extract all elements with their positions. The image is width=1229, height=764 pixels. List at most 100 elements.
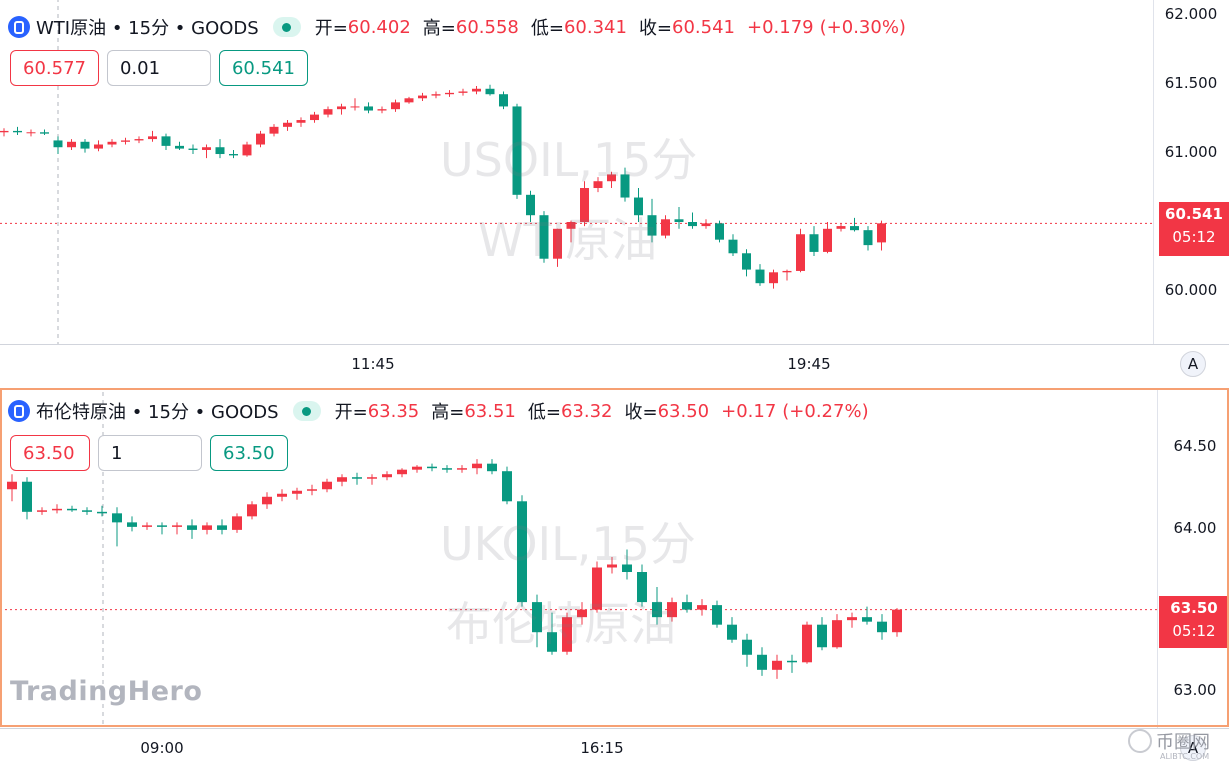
candle-body (877, 223, 886, 243)
candle-body (67, 508, 77, 511)
candle-body (148, 136, 157, 140)
low-value: 63.32 (560, 400, 613, 422)
candle-body (637, 572, 647, 603)
candle-body (427, 466, 437, 469)
candle-body (580, 188, 589, 223)
candle-body (37, 510, 47, 512)
candle-body (652, 602, 662, 618)
candle-body (277, 493, 287, 497)
order-panel: 60.577 0.01 60.541 (10, 50, 308, 86)
open-value: 60.402 (347, 16, 411, 38)
wti-candlestick-chart[interactable] (0, 0, 1229, 380)
buy-button[interactable]: 60.541 (218, 50, 308, 86)
watermark-name: WTI原油 (478, 213, 658, 267)
candle-body (242, 144, 252, 156)
candle-body (94, 144, 103, 149)
candle-body (40, 132, 49, 134)
candle-body (862, 617, 872, 622)
candle-body (836, 226, 846, 229)
watermark-name: 布伦特原油 (446, 597, 676, 651)
candle-body (634, 197, 643, 216)
candle-body (772, 660, 782, 670)
candle-body (323, 109, 333, 115)
x-tick-label: 16:15 (580, 739, 624, 757)
last-price-value: 63.50 (1170, 599, 1218, 617)
auto-scale-button[interactable]: A (1180, 735, 1206, 761)
quantity-input[interactable]: 1 (98, 435, 202, 471)
candle-body (712, 605, 722, 625)
candle-body (52, 508, 62, 511)
candle-body (97, 511, 107, 514)
bar-countdown: 05:12 (1172, 228, 1216, 246)
candle-body (26, 132, 36, 134)
candle-body (382, 474, 392, 478)
candle-body (262, 496, 272, 505)
candle-body (472, 463, 482, 469)
brand-watermark: TradingHero (10, 676, 203, 707)
sell-button[interactable]: 63.50 (10, 435, 90, 471)
symbol-lock-icon[interactable] (8, 16, 30, 38)
candle-body (418, 95, 427, 99)
high-value: 63.51 (464, 400, 516, 422)
site-domain: ALIBTC.COM (1160, 752, 1210, 761)
candle-body (847, 617, 857, 621)
open-value: 63.35 (367, 400, 420, 422)
candle-body (532, 602, 542, 633)
candle-body (809, 234, 819, 252)
candle-body (647, 215, 657, 236)
candle-body (620, 174, 630, 198)
symbol-lock-icon[interactable] (8, 400, 30, 422)
change-percent: (+0.27%) (782, 400, 869, 422)
candle-body (269, 126, 279, 134)
high-label: 高= (422, 18, 456, 39)
sell-button[interactable]: 60.577 (10, 50, 99, 86)
candle-body (688, 222, 697, 227)
y-tick-label: 63.00 (1173, 681, 1217, 699)
candle-body (391, 102, 400, 110)
candle-body (577, 609, 587, 618)
y-tick-label: 64.50 (1173, 437, 1217, 455)
symbol-title[interactable]: 布伦特原油 • 15分 • GOODS (36, 402, 279, 423)
open-label: 开= (334, 402, 368, 423)
time-axis-divider (0, 344, 1229, 345)
bar-countdown: 05:12 (1172, 622, 1216, 640)
candle-body (499, 94, 508, 107)
y-tick-label: 60.000 (1164, 281, 1218, 299)
candle-body (397, 469, 407, 475)
order-panel: 63.50 1 63.50 (10, 435, 288, 471)
quantity-input[interactable]: 0.01 (106, 50, 211, 86)
site-logo-icon (1128, 729, 1152, 753)
symbol-title[interactable]: WTI原油 • 15分 • GOODS (36, 18, 259, 39)
candle-body (107, 141, 117, 145)
buy-button[interactable]: 63.50 (210, 435, 288, 471)
candle-body (850, 226, 859, 231)
candle-body (892, 609, 902, 633)
wti-chart-pane[interactable]: USOIL,15分 WTI原油 WTI原油 • 15分 • GOODS 开= 60… (0, 0, 1229, 380)
brent-candlestick-chart[interactable] (0, 388, 1229, 728)
close-label: 收= (624, 402, 658, 423)
candle-body (667, 602, 677, 618)
candle-body (337, 477, 347, 482)
candle-body (782, 270, 792, 273)
change-value: +0.17 (721, 400, 777, 422)
candle-body (592, 567, 602, 610)
y-tick-label: 62.000 (1164, 5, 1218, 23)
brent-chart-pane[interactable]: UKOIL,15分 布伦特原油 布伦特原油 • 15分 • GOODS 开= 63… (0, 388, 1229, 728)
candle-body (607, 564, 617, 568)
candle-body (188, 148, 198, 150)
candle-body (728, 239, 738, 254)
market-open-status-icon (292, 401, 321, 421)
candle-body (337, 106, 346, 110)
candle-body (877, 621, 887, 633)
candle-body (553, 228, 562, 259)
candle-body (67, 141, 76, 148)
candle-body (661, 219, 670, 236)
candle-body (715, 223, 724, 240)
close-value: 60.541 (672, 16, 736, 38)
auto-scale-button[interactable]: A (1180, 351, 1206, 377)
candle-body (217, 525, 227, 530)
candle-body (607, 174, 616, 182)
candle-body (487, 463, 497, 472)
candle-body (202, 525, 212, 530)
candle-body (593, 181, 603, 189)
